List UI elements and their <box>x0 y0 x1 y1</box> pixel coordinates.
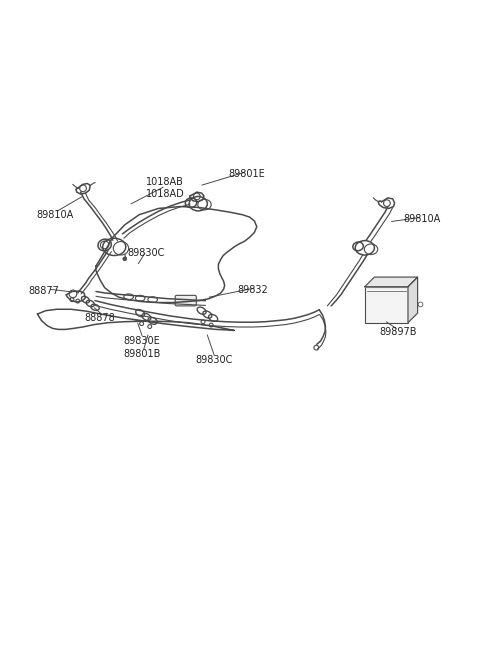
Polygon shape <box>365 277 418 287</box>
Text: 89830C: 89830C <box>127 248 165 258</box>
Text: 89897B: 89897B <box>379 328 417 337</box>
Text: 89830C: 89830C <box>196 355 233 365</box>
Polygon shape <box>408 277 418 323</box>
Text: 89810A: 89810A <box>403 214 441 225</box>
Text: 89830E: 89830E <box>124 336 161 346</box>
Text: 1018AB
1018AD: 1018AB 1018AD <box>146 178 185 199</box>
Bar <box>365 287 408 323</box>
Text: 88877: 88877 <box>29 286 60 297</box>
Text: 89801B: 89801B <box>124 349 161 359</box>
Text: 88878: 88878 <box>84 313 115 323</box>
Text: 89832: 89832 <box>238 285 268 295</box>
Circle shape <box>123 257 127 261</box>
Text: 89801E: 89801E <box>228 169 265 179</box>
FancyBboxPatch shape <box>175 295 196 306</box>
Text: 89810A: 89810A <box>36 210 73 219</box>
